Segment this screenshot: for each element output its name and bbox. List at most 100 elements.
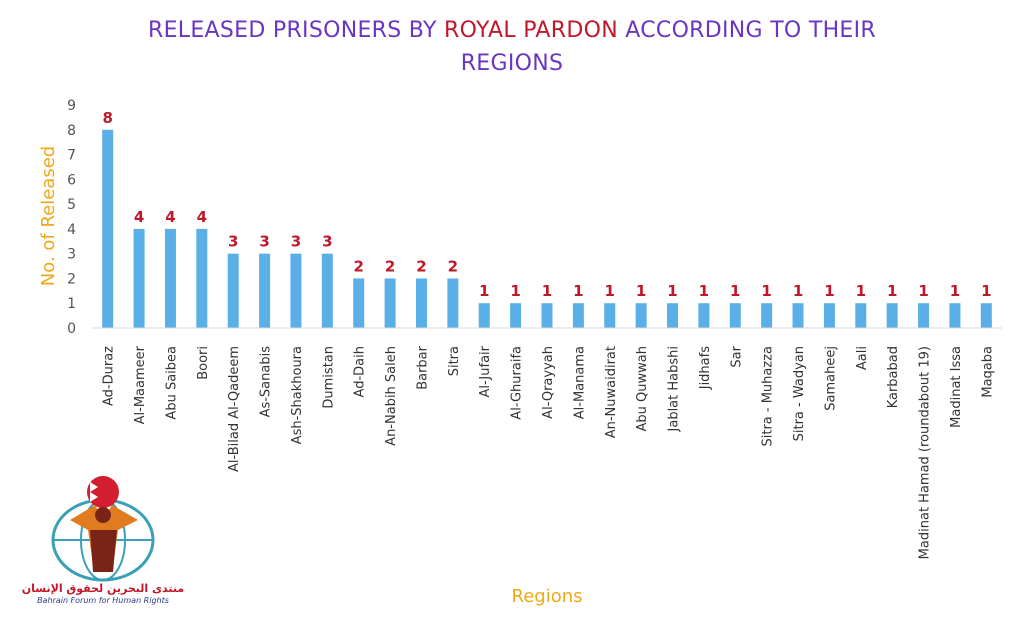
x-tick-label: Al-Maameer — [133, 345, 148, 424]
title-part-1: RELEASED PRISONERS BY — [147, 18, 445, 43]
bar — [604, 303, 616, 328]
data-label: 3 — [228, 233, 238, 251]
y-tick-label: 3 — [67, 247, 76, 263]
bar — [698, 303, 710, 328]
y-tick-label: 5 — [67, 197, 76, 213]
chart-title: RELEASED PRISONERS BY ROYAL PARDON ACCOR… — [0, 14, 1024, 80]
logo-english-text: Bahrain Forum for Human Rights — [37, 596, 169, 605]
y-axis-ticks: 0 1 2 3 4 5 6 7 8 9 — [67, 98, 76, 337]
x-tick-label: Al-Qrayyah — [541, 346, 556, 419]
bar — [133, 228, 145, 328]
bar — [415, 278, 427, 328]
y-tick-label: 9 — [67, 98, 76, 114]
bar — [667, 303, 679, 328]
bar — [259, 253, 271, 328]
data-label: 1 — [636, 282, 646, 300]
data-label: 1 — [667, 282, 677, 300]
flag-stripe — [90, 482, 98, 502]
bar — [227, 253, 239, 328]
x-tick-label: Ad-Daih — [353, 346, 368, 397]
x-tick-label: Barbar — [415, 345, 430, 389]
bar — [980, 303, 992, 328]
y-tick-label: 7 — [67, 148, 76, 164]
logo-arabic-text: منتدى البحرين لحقوق الإنسان — [22, 582, 184, 595]
x-tick-label: Al-Bilad Al-Qadeem — [227, 346, 242, 472]
x-tick-label: An-Nuwaidirat — [604, 346, 619, 438]
x-tick-label: Abu Saibea — [164, 346, 179, 420]
x-tick-label: Abu Quwwah — [635, 346, 650, 431]
bar — [572, 303, 584, 328]
title-highlight: ROYAL PARDON — [444, 18, 618, 43]
chart-panel — [0, 0, 1024, 450]
x-tick-label: Jablat Habshi — [667, 346, 682, 432]
data-label: 1 — [730, 282, 740, 300]
data-label: 1 — [573, 282, 583, 300]
x-tick-label: Al-Ghuraifa — [510, 346, 525, 420]
data-label: 1 — [981, 282, 991, 300]
bars — [102, 129, 992, 328]
data-label: 1 — [479, 282, 489, 300]
bar — [855, 303, 867, 328]
bar — [290, 253, 302, 328]
data-label: 1 — [824, 282, 834, 300]
y-tick-label: 8 — [67, 123, 76, 139]
data-label: 3 — [291, 233, 301, 251]
y-tick-label: 2 — [67, 271, 76, 287]
bar — [510, 303, 522, 328]
bar — [823, 303, 835, 328]
bar — [541, 303, 553, 328]
x-tick-label: Jidhafs — [698, 346, 713, 390]
data-label: 1 — [950, 282, 960, 300]
x-tick-label: Aali — [855, 346, 870, 370]
x-tick-label: Karbabad — [886, 346, 901, 408]
title-part-3: ACCORDING TO THEIR — [617, 18, 876, 43]
y-tick-label: 4 — [67, 222, 76, 238]
bar — [918, 303, 930, 328]
data-label: 1 — [887, 282, 897, 300]
bar — [164, 228, 176, 328]
bar — [478, 303, 490, 328]
data-label: 1 — [761, 282, 771, 300]
x-tick-label: As-Sanabis — [259, 346, 274, 418]
x-tick-label: Sitra - Wadyan — [792, 346, 807, 441]
bar — [761, 303, 773, 328]
data-label: 8 — [102, 109, 112, 127]
bar — [886, 303, 898, 328]
x-tick-label: Sar — [729, 345, 744, 367]
data-label: 4 — [165, 208, 175, 226]
data-label: 4 — [134, 208, 144, 226]
data-label: 2 — [416, 257, 426, 275]
bar — [729, 303, 741, 328]
data-label: 1 — [856, 282, 866, 300]
bar — [384, 278, 396, 328]
x-tick-label: Dumistan — [321, 346, 336, 409]
x-tick-label: Ad-Duraz — [102, 346, 117, 406]
x-tick-label: Maqaba — [980, 346, 995, 398]
x-tick-label: Madinat Issa — [949, 346, 964, 428]
x-tick-label: Al-Manama — [572, 346, 587, 419]
data-label: 2 — [354, 257, 364, 275]
x-tick-label: Al-Jufair — [478, 345, 493, 397]
x-tick-label: Sitra — [447, 346, 462, 376]
data-label: 3 — [259, 233, 269, 251]
x-tick-label: Boori — [196, 346, 211, 380]
y-axis-label: No. of Released — [38, 146, 59, 286]
bar — [102, 129, 114, 328]
bar — [196, 228, 208, 328]
bar — [321, 253, 333, 328]
y-tick-label: 0 — [67, 321, 76, 337]
data-label: 1 — [699, 282, 709, 300]
y-tick-label: 1 — [67, 296, 76, 312]
data-label: 3 — [322, 233, 332, 251]
title-part-4: REGIONS — [460, 51, 564, 76]
x-tick-label: Ash-Shakhoura — [290, 346, 305, 444]
bar — [949, 303, 961, 328]
x-tick-label: Samaheej — [823, 346, 838, 411]
human-head — [95, 507, 111, 523]
data-label: 1 — [542, 282, 552, 300]
data-label: 2 — [448, 257, 458, 275]
human-figure-body — [90, 530, 117, 572]
data-label: 1 — [510, 282, 520, 300]
bar — [635, 303, 647, 328]
